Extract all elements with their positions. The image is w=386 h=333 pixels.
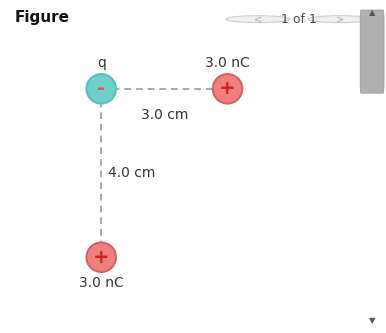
Text: ▲: ▲ xyxy=(369,8,375,17)
Circle shape xyxy=(213,74,242,104)
Text: >: > xyxy=(336,14,344,24)
Circle shape xyxy=(226,16,290,23)
Text: +: + xyxy=(219,79,236,98)
Text: 4.0 cm: 4.0 cm xyxy=(108,166,155,180)
FancyBboxPatch shape xyxy=(360,10,384,93)
Text: Figure: Figure xyxy=(14,10,69,25)
Circle shape xyxy=(86,242,116,272)
Text: q: q xyxy=(97,56,106,70)
Circle shape xyxy=(308,16,372,23)
Text: <: < xyxy=(254,14,262,24)
Text: ▼: ▼ xyxy=(369,316,375,325)
Circle shape xyxy=(86,74,116,104)
Text: 3.0 nC: 3.0 nC xyxy=(205,56,250,70)
Text: +: + xyxy=(93,248,110,267)
Text: 3.0 cm: 3.0 cm xyxy=(141,108,188,122)
Text: 1 of 1: 1 of 1 xyxy=(281,13,317,26)
Text: -: - xyxy=(97,79,105,98)
Text: 3.0 nC: 3.0 nC xyxy=(79,276,124,290)
